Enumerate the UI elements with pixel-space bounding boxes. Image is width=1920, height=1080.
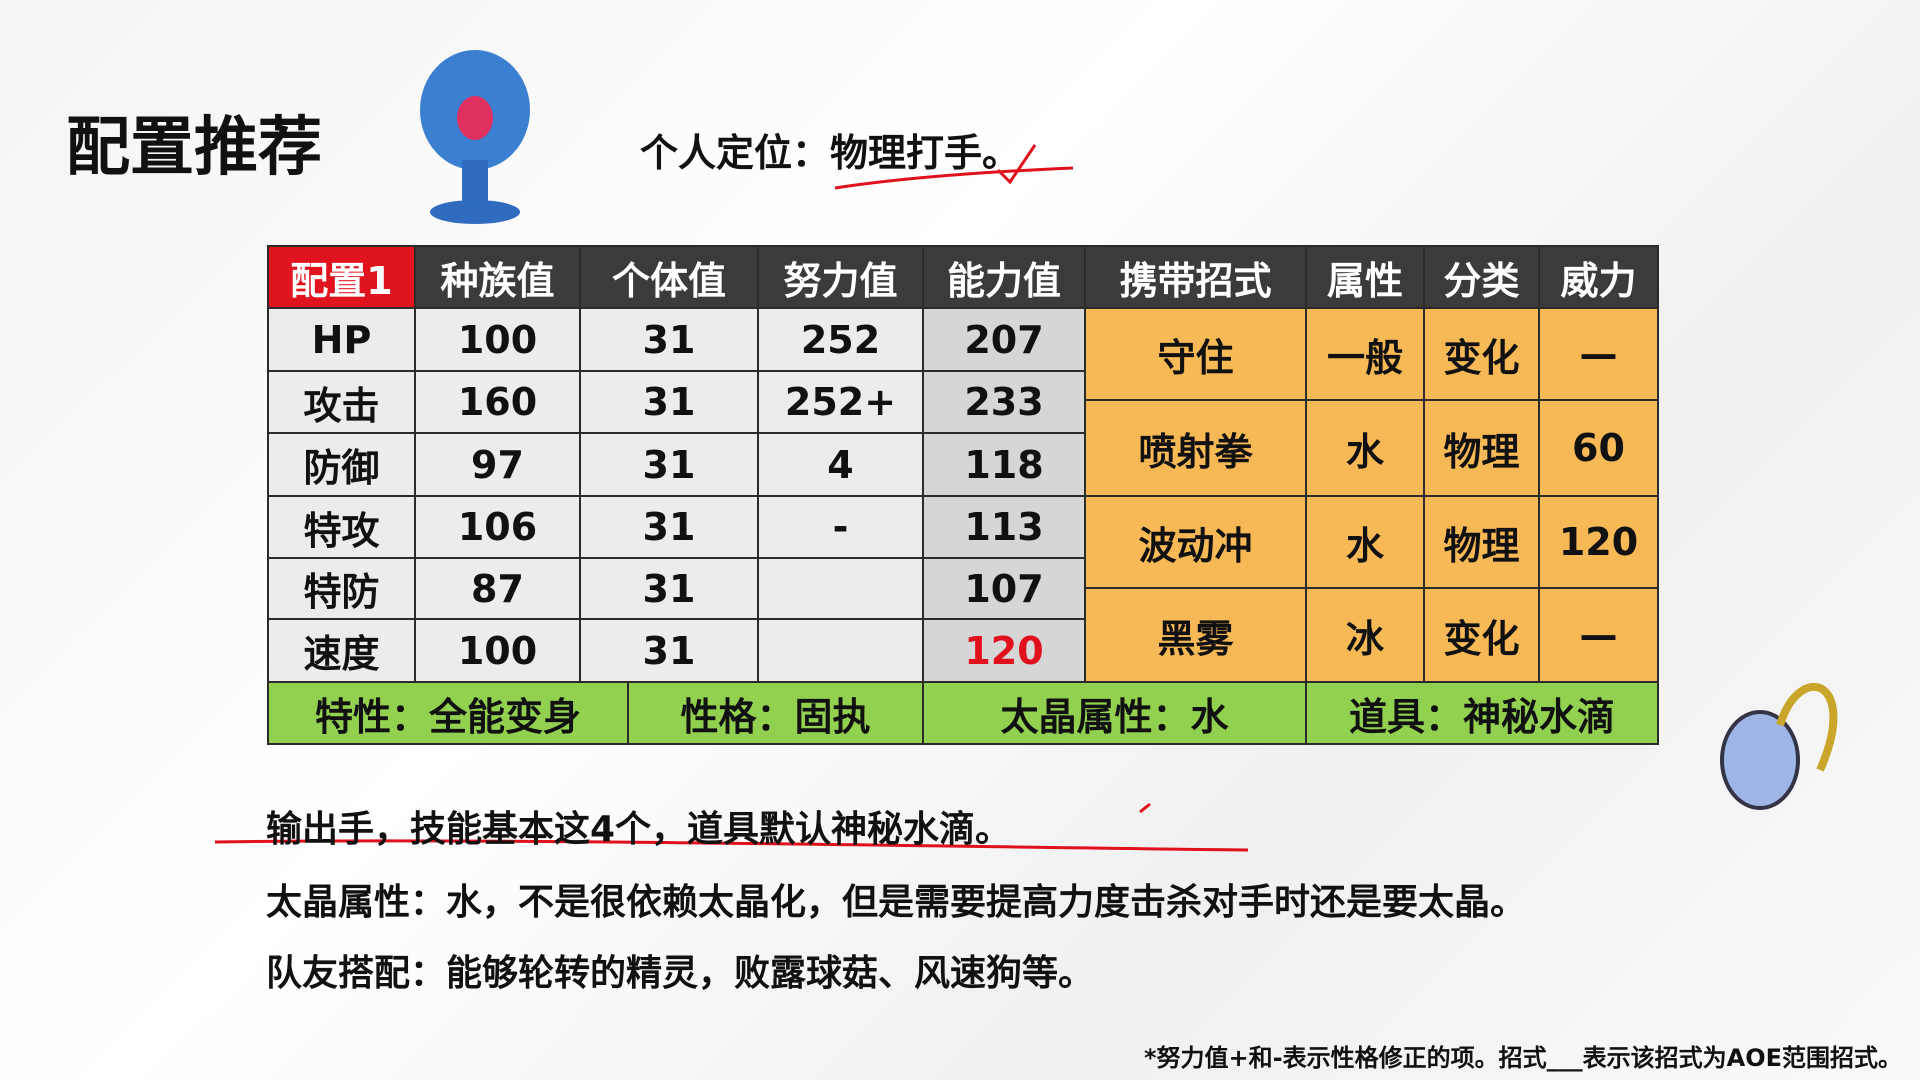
stat-cell: 特防 [267, 557, 416, 620]
move-cell: 波动冲 [1084, 495, 1307, 589]
footer-cell: 太晶属性：水 [922, 681, 1307, 745]
stat-cell: 120 [922, 618, 1086, 683]
stat-cell: 118 [922, 432, 1086, 497]
header-cell: 携带招式 [1084, 245, 1307, 309]
move-cell: 变化 [1423, 307, 1540, 401]
stat-cell: 97 [414, 432, 581, 497]
underline [834, 166, 1074, 190]
stat-cell: 攻击 [267, 370, 416, 434]
underline [214, 839, 1249, 852]
move-cell: 120 [1538, 495, 1659, 589]
header-cell: 能力值 [922, 245, 1086, 309]
header-cell: 种族值 [414, 245, 581, 309]
header-cell: 个体值 [579, 245, 759, 309]
stat-cell: 207 [922, 307, 1086, 372]
title: 配置推荐 [66, 111, 322, 185]
stat-cell: 252 [757, 307, 924, 372]
stat-cell: 160 [414, 370, 581, 434]
stat-cell [757, 557, 924, 620]
move-cell: — [1538, 307, 1659, 401]
header-cell: 配置1 [267, 245, 416, 309]
stat-cell: 113 [922, 495, 1086, 559]
stat-cell: 31 [579, 618, 759, 683]
move-cell: 水 [1305, 495, 1425, 589]
pokemon-icon [420, 50, 530, 224]
footnote: *努力值+和-表示性格修正的项。招式___表示该招式为AOE范围招式。 [1144, 1044, 1902, 1072]
header-cell: 努力值 [757, 245, 924, 309]
stat-cell: 107 [922, 557, 1086, 620]
item-icon [1720, 682, 1838, 810]
move-cell: 变化 [1423, 587, 1540, 683]
header-cell: 属性 [1305, 245, 1425, 309]
move-cell: 物理 [1423, 399, 1540, 497]
stat-cell: 4 [757, 432, 924, 497]
positioning: 个人定位：物理打手。 [640, 131, 1021, 175]
move-cell: 守住 [1084, 307, 1307, 401]
stat-cell: 防御 [267, 432, 416, 497]
stat-cell: HP [267, 307, 416, 372]
stat-cell [757, 618, 924, 683]
stat-cell: 252+ [757, 370, 924, 434]
mark [1139, 802, 1151, 814]
note: 输出手，技能基本这4个，道具默认神秘水滴。 [266, 809, 1012, 850]
footer-cell: 特性：全能变身 [267, 681, 629, 745]
move-cell: 物理 [1423, 495, 1540, 589]
stat-cell: 100 [414, 307, 581, 372]
move-cell: — [1538, 587, 1659, 683]
move-cell: 冰 [1305, 587, 1425, 683]
stat-cell: 100 [414, 618, 581, 683]
header-cell: 分类 [1423, 245, 1540, 309]
stat-cell: 31 [579, 370, 759, 434]
stat-cell: - [757, 495, 924, 559]
stat-cell: 87 [414, 557, 581, 620]
stat-cell: 31 [579, 495, 759, 559]
stat-cell: 233 [922, 370, 1086, 434]
stat-cell: 特攻 [267, 495, 416, 559]
stat-cell: 31 [579, 307, 759, 372]
note: 队友搭配：能够轮转的精灵，败露球菇、风速狗等。 [266, 953, 1095, 994]
stat-cell: 速度 [267, 618, 416, 683]
move-cell: 黑雾 [1084, 587, 1307, 683]
note: 太晶属性：水，不是很依赖太晶化，但是需要提高力度击杀对手时还是要太晶。 [266, 882, 1527, 923]
move-cell: 水 [1305, 399, 1425, 497]
move-cell: 60 [1538, 399, 1659, 497]
stat-cell: 106 [414, 495, 581, 559]
move-cell: 喷射拳 [1084, 399, 1307, 497]
footer-cell: 性格：固执 [627, 681, 924, 745]
header-cell: 威力 [1538, 245, 1659, 309]
stat-cell: 31 [579, 557, 759, 620]
move-cell: 一般 [1305, 307, 1425, 401]
check [996, 144, 1037, 185]
stat-cell: 31 [579, 432, 759, 497]
footer-cell: 道具：神秘水滴 [1305, 681, 1659, 745]
